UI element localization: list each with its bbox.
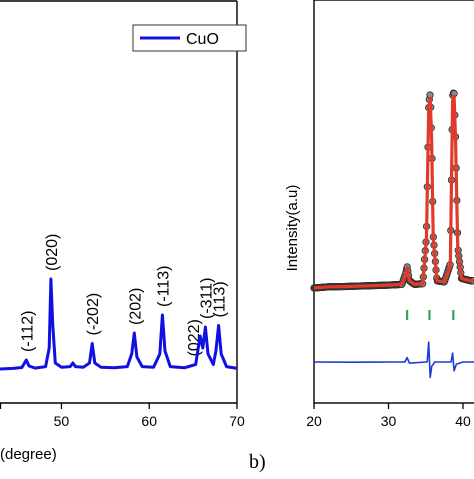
panel-b-label: b) [249,451,266,473]
peak-label-4: (-113) [155,266,172,308]
panel-a-tick-label-2: 70 [229,413,245,429]
panel-a-tick-label-0: 50 [54,413,70,429]
peak-label-0: (-112) [19,311,36,353]
panel-a-x-ticks: 50 60 70 [0,403,245,429]
panel-b-tick-label-1: 30 [381,413,397,429]
series-line-difference [313,341,474,379]
panel-b-axes [313,0,474,404]
panel-b-plot [310,89,474,379]
legend: CuO [132,24,247,52]
peak-label-3: (202) [127,288,144,325]
series-line-calculated [313,94,474,290]
legend-label-cuo: CuO [186,31,219,48]
peak-label-2: (-202) [85,293,102,336]
peak-label-7: (113) [212,281,229,317]
panel-a-plot [0,277,238,371]
peak-label-1: (020) [44,234,61,271]
panel-a-x-axis-label: (degree) [0,446,57,463]
panel-b-frame [313,0,474,404]
panel-b-bragg-marks [406,310,455,320]
panel-b-tick-label-0: 20 [306,413,322,429]
panel-a-peak-labels: (-112)(020)(-202) (202) (-113)(022)(-311)(… [19,234,228,357]
panel-a-axes [0,0,238,404]
panel-b-tick-label-2: 40 [455,413,471,429]
series-line-cuo [0,277,238,371]
panel-a-tick-label-1: 60 [141,413,157,429]
panel-b-y-axis-label: Intensity(a.u) [284,185,301,272]
peak-label-6: (-311) [198,278,215,320]
panel-b-x-ticks: 20 30 40 [306,403,471,429]
